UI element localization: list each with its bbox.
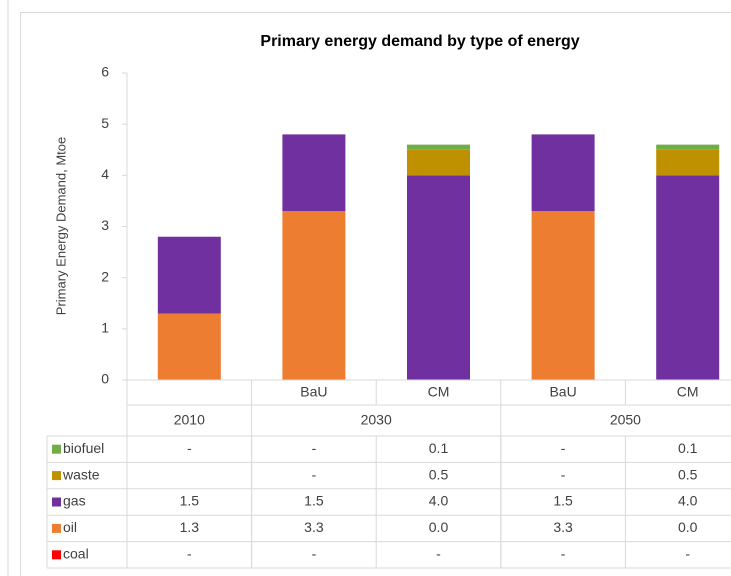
legend-key [52, 523, 61, 533]
table-value: 1.5 [553, 493, 573, 509]
legend-label: waste [62, 466, 100, 482]
legend-key [52, 497, 61, 507]
table-value: - [312, 466, 317, 482]
table-value: 4.0 [678, 493, 698, 509]
legend-label: gas [63, 493, 86, 509]
table-value: 3.3 [553, 519, 573, 535]
legend-label: oil [63, 519, 77, 535]
bar-segment [407, 175, 470, 380]
table-value: - [561, 440, 566, 456]
y-tick-label: 5 [101, 115, 109, 131]
chart-title: Primary energy demand by type of energy [260, 33, 579, 50]
table-value: 0.1 [678, 440, 698, 456]
table-value: - [187, 546, 192, 562]
table-value: - [436, 546, 441, 562]
x-tick-label: CM [428, 384, 450, 400]
table-value: 1.3 [180, 519, 200, 535]
table-value: 0.5 [678, 466, 698, 482]
chart-border [20, 12, 731, 576]
bar-segment [157, 313, 221, 380]
legend-label: biofuel [63, 440, 104, 456]
y-tick-label: 0 [101, 371, 109, 387]
bar-segment [531, 134, 595, 212]
table-value: 1.5 [180, 493, 200, 509]
legend-key [52, 444, 61, 454]
legend-key [52, 471, 61, 481]
bar-segment [656, 175, 720, 380]
group-label: 2050 [610, 412, 641, 428]
y-tick-label: 3 [101, 217, 109, 233]
bar-segment [656, 149, 720, 176]
x-tick-label: BaU [300, 384, 327, 400]
table-value: - [685, 546, 690, 562]
x-tick-label: BaU [549, 384, 576, 400]
bar-segment [282, 134, 346, 212]
table-value: - [312, 546, 317, 562]
bar-segment [407, 149, 470, 176]
table-value: 0.0 [678, 519, 698, 535]
y-tick-label: 1 [101, 320, 109, 336]
bar-segment [157, 236, 221, 314]
table-value: 0.1 [429, 440, 449, 456]
table-value: 4.0 [429, 493, 449, 509]
y-tick-label: 4 [101, 166, 109, 182]
legend-label: coal [63, 546, 89, 562]
bar-segment [282, 211, 346, 380]
table-value: - [561, 546, 566, 562]
group-label: 2010 [174, 412, 205, 428]
group-label: 2030 [361, 412, 392, 428]
y-tick-label: 2 [101, 268, 109, 284]
table-value: 3.3 [304, 519, 324, 535]
y-tick-label: 6 [101, 64, 109, 80]
table-value: 0.5 [429, 466, 449, 482]
y-axis-label: Primary Energy Demand, Mtoe [53, 137, 68, 315]
table-value: - [312, 440, 317, 456]
x-tick-label: CM [677, 384, 699, 400]
table-value: 1.5 [304, 493, 324, 509]
bar-segment [656, 144, 720, 150]
table-value: - [187, 440, 192, 456]
table-value: - [561, 466, 566, 482]
legend-key [52, 550, 61, 560]
table-value: 0.0 [429, 519, 449, 535]
bar-segment [531, 211, 595, 380]
bar-segment [407, 144, 470, 150]
